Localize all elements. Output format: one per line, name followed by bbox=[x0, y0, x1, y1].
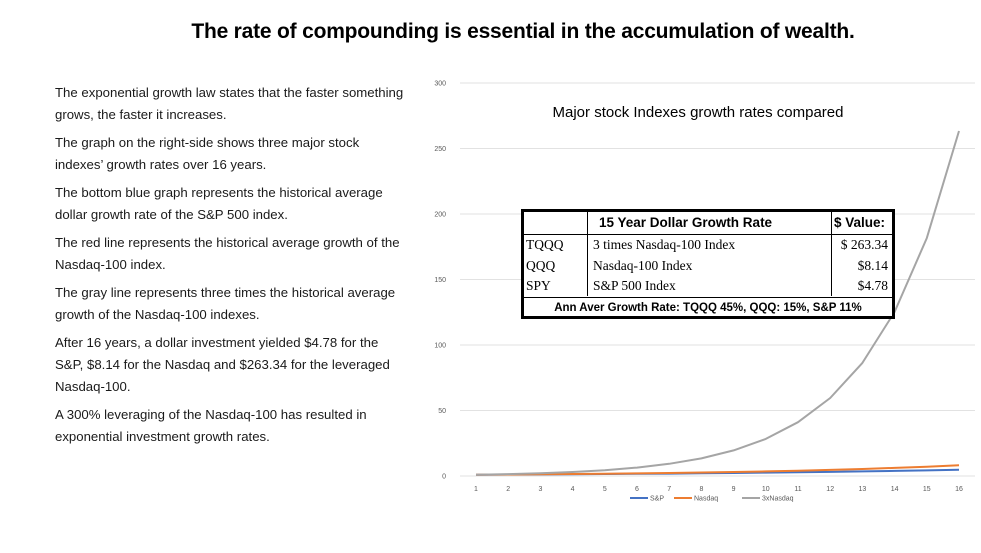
x-tick-label: 1 bbox=[474, 486, 478, 493]
chart-title: Major stock Indexes growth rates compare… bbox=[553, 104, 844, 121]
legend-label: 3xNasdaq bbox=[762, 496, 794, 503]
y-tick-label: 200 bbox=[434, 212, 446, 219]
x-tick-label: 6 bbox=[635, 486, 639, 493]
table-cell-ticker: TQQQ bbox=[526, 237, 564, 252]
series-line bbox=[475, 464, 960, 476]
paragraph: The exponential growth law states that t… bbox=[55, 85, 404, 122]
x-tick-label: 2 bbox=[506, 486, 510, 493]
table-cell-name: Nasdaq-100 Index bbox=[593, 258, 693, 273]
paragraph: The graph on the right-side shows three … bbox=[55, 135, 360, 172]
legend-label: Nasdaq bbox=[694, 496, 718, 503]
y-tick-label: 300 bbox=[434, 81, 446, 88]
table-header-name: 15 Year Dollar Growth Rate bbox=[599, 215, 773, 230]
table-cell-value: $8.14 bbox=[857, 258, 888, 273]
paragraph: The red line represents the historical a… bbox=[55, 235, 400, 272]
description-text: The exponential growth law states that t… bbox=[55, 82, 405, 454]
paragraph: The gray line represents three times the… bbox=[55, 285, 396, 322]
y-tick-label: 100 bbox=[434, 343, 446, 350]
x-tick-label: 14 bbox=[891, 486, 899, 493]
x-tick-label: 13 bbox=[859, 486, 867, 493]
x-tick-label: 5 bbox=[603, 486, 607, 493]
table-divider bbox=[831, 212, 832, 296]
x-tick-label: 7 bbox=[667, 486, 671, 493]
x-tick-label: 16 bbox=[955, 486, 963, 493]
x-tick-label: 12 bbox=[826, 486, 834, 493]
table-cell-name: S&P 500 Index bbox=[593, 278, 676, 293]
legend-label: S&P bbox=[650, 496, 664, 503]
y-tick-label: 0 bbox=[442, 474, 446, 481]
x-tick-label: 11 bbox=[794, 486, 801, 493]
table-cell-name: 3 times Nasdaq-100 Index bbox=[593, 237, 736, 252]
table-cell-ticker: SPY bbox=[526, 278, 551, 293]
x-tick-label: 4 bbox=[571, 486, 575, 493]
slide-title: The rate of compounding is essential in … bbox=[191, 20, 855, 43]
table-cell-value: $4.78 bbox=[857, 278, 888, 293]
x-tick-label: 9 bbox=[732, 486, 736, 493]
series-line bbox=[475, 130, 960, 476]
table-divider bbox=[587, 212, 588, 296]
table-cell-value: $ 263.34 bbox=[840, 237, 888, 252]
growth-rate-table: 15 Year Dollar Growth Rate $ Value: TQQQ… bbox=[521, 209, 895, 319]
x-tick-label: 3 bbox=[538, 486, 542, 493]
y-tick-label: 150 bbox=[434, 277, 446, 284]
table-divider bbox=[524, 297, 892, 298]
table-header-value: $ Value: bbox=[834, 215, 886, 230]
x-tick-label: 10 bbox=[762, 486, 770, 493]
paragraph: The bottom blue graph represents the his… bbox=[55, 185, 383, 222]
y-tick-label: 50 bbox=[438, 408, 446, 415]
paragraph: After 16 years, a dollar investment yiel… bbox=[55, 335, 390, 394]
x-tick-label: 15 bbox=[923, 486, 931, 493]
y-tick-label: 250 bbox=[434, 146, 446, 153]
table-divider bbox=[524, 234, 892, 235]
paragraph: A 300% leveraging of the Nasdaq-100 has … bbox=[55, 407, 367, 444]
table-footer: Ann Aver Growth Rate: TQQQ 45%, QQQ: 15%… bbox=[554, 302, 862, 314]
x-tick-label: 8 bbox=[699, 486, 703, 493]
table-cell-ticker: QQQ bbox=[526, 258, 556, 273]
